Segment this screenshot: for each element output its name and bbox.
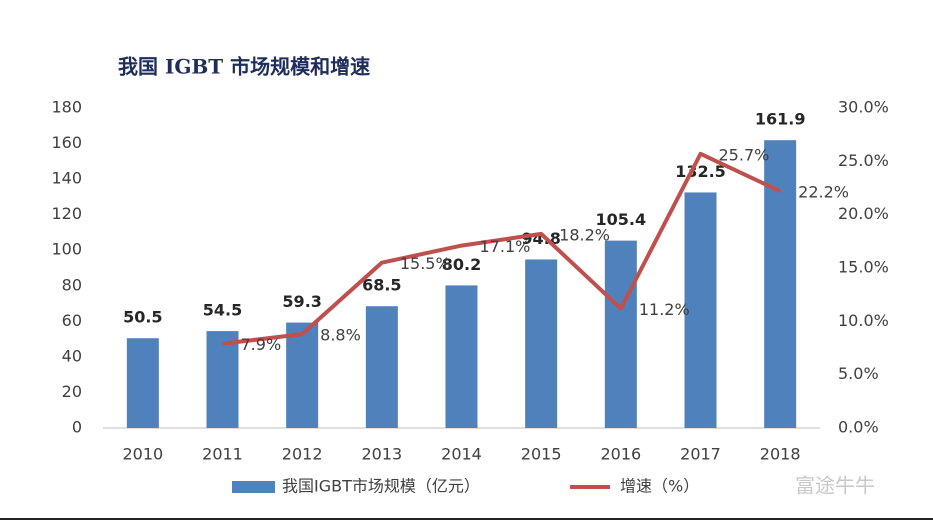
bar bbox=[126, 338, 159, 428]
x-tick-label: 2017 bbox=[680, 445, 721, 464]
bar-value-label: 50.5 bbox=[123, 308, 162, 327]
bar bbox=[206, 331, 239, 428]
bar bbox=[445, 285, 478, 428]
y-tick-label: 180 bbox=[51, 98, 82, 117]
line-value-label: 11.2% bbox=[639, 300, 690, 319]
bar bbox=[525, 259, 558, 428]
y2-tick-label: 25.0% bbox=[838, 151, 889, 170]
chart-title: 我国 IGBT 市场规模和增速 bbox=[118, 55, 370, 79]
y2-tick-label: 30.0% bbox=[838, 98, 889, 117]
y2-tick-label: 0.0% bbox=[838, 418, 879, 437]
bar-value-label: 105.4 bbox=[596, 210, 647, 229]
line-value-label: 15.5% bbox=[400, 254, 451, 273]
bar-value-label: 80.2 bbox=[442, 255, 481, 274]
x-tick-label: 2010 bbox=[122, 445, 163, 464]
y2-tick-label: 5.0% bbox=[838, 364, 879, 383]
line-value-label: 17.1% bbox=[480, 237, 531, 256]
x-tick-label: 2016 bbox=[600, 445, 641, 464]
y-tick-label: 140 bbox=[51, 169, 82, 188]
bar bbox=[764, 140, 797, 428]
x-tick-label: 2011 bbox=[202, 445, 243, 464]
line-value-label: 18.2% bbox=[559, 225, 610, 244]
bar-value-label: 161.9 bbox=[755, 110, 806, 129]
y2-tick-label: 15.0% bbox=[838, 258, 889, 277]
bar-value-label: 68.5 bbox=[362, 276, 401, 295]
y-tick-label: 20 bbox=[62, 382, 82, 401]
watermark: 富途牛牛 bbox=[795, 474, 875, 498]
x-tick-label: 2015 bbox=[521, 445, 562, 464]
bar-value-label: 54.5 bbox=[203, 301, 242, 320]
line-value-label: 25.7% bbox=[719, 145, 770, 164]
legend-label: 我国IGBT市场规模（亿元） bbox=[282, 477, 480, 496]
y-tick-label: 40 bbox=[62, 346, 82, 365]
bar-value-label: 59.3 bbox=[282, 292, 321, 311]
y-tick-label: 80 bbox=[62, 275, 82, 294]
y-tick-label: 160 bbox=[51, 133, 82, 152]
x-tick-label: 2014 bbox=[441, 445, 482, 464]
bar bbox=[286, 322, 319, 428]
y-tick-label: 60 bbox=[62, 311, 82, 330]
legend-label: 增速（%） bbox=[620, 477, 699, 496]
line bbox=[222, 151, 782, 346]
x-tick-label: 2013 bbox=[361, 445, 402, 464]
x-tick-label: 2018 bbox=[760, 445, 801, 464]
legend-swatch bbox=[232, 481, 275, 493]
x-tick-label: 2012 bbox=[282, 445, 323, 464]
bar-value-label: 132.5 bbox=[675, 162, 726, 181]
bar bbox=[604, 240, 637, 428]
y-tick-label: 100 bbox=[51, 240, 82, 259]
y2-tick-label: 20.0% bbox=[838, 204, 889, 223]
y-tick-label: 0 bbox=[72, 418, 82, 437]
line-value-label: 8.8% bbox=[320, 326, 361, 345]
y-tick-label: 120 bbox=[51, 204, 82, 223]
line-value-label: 22.2% bbox=[798, 183, 849, 202]
y2-tick-label: 10.0% bbox=[838, 311, 889, 330]
bar bbox=[684, 192, 717, 428]
bar bbox=[365, 306, 398, 428]
line-value-label: 7.9% bbox=[241, 335, 282, 354]
